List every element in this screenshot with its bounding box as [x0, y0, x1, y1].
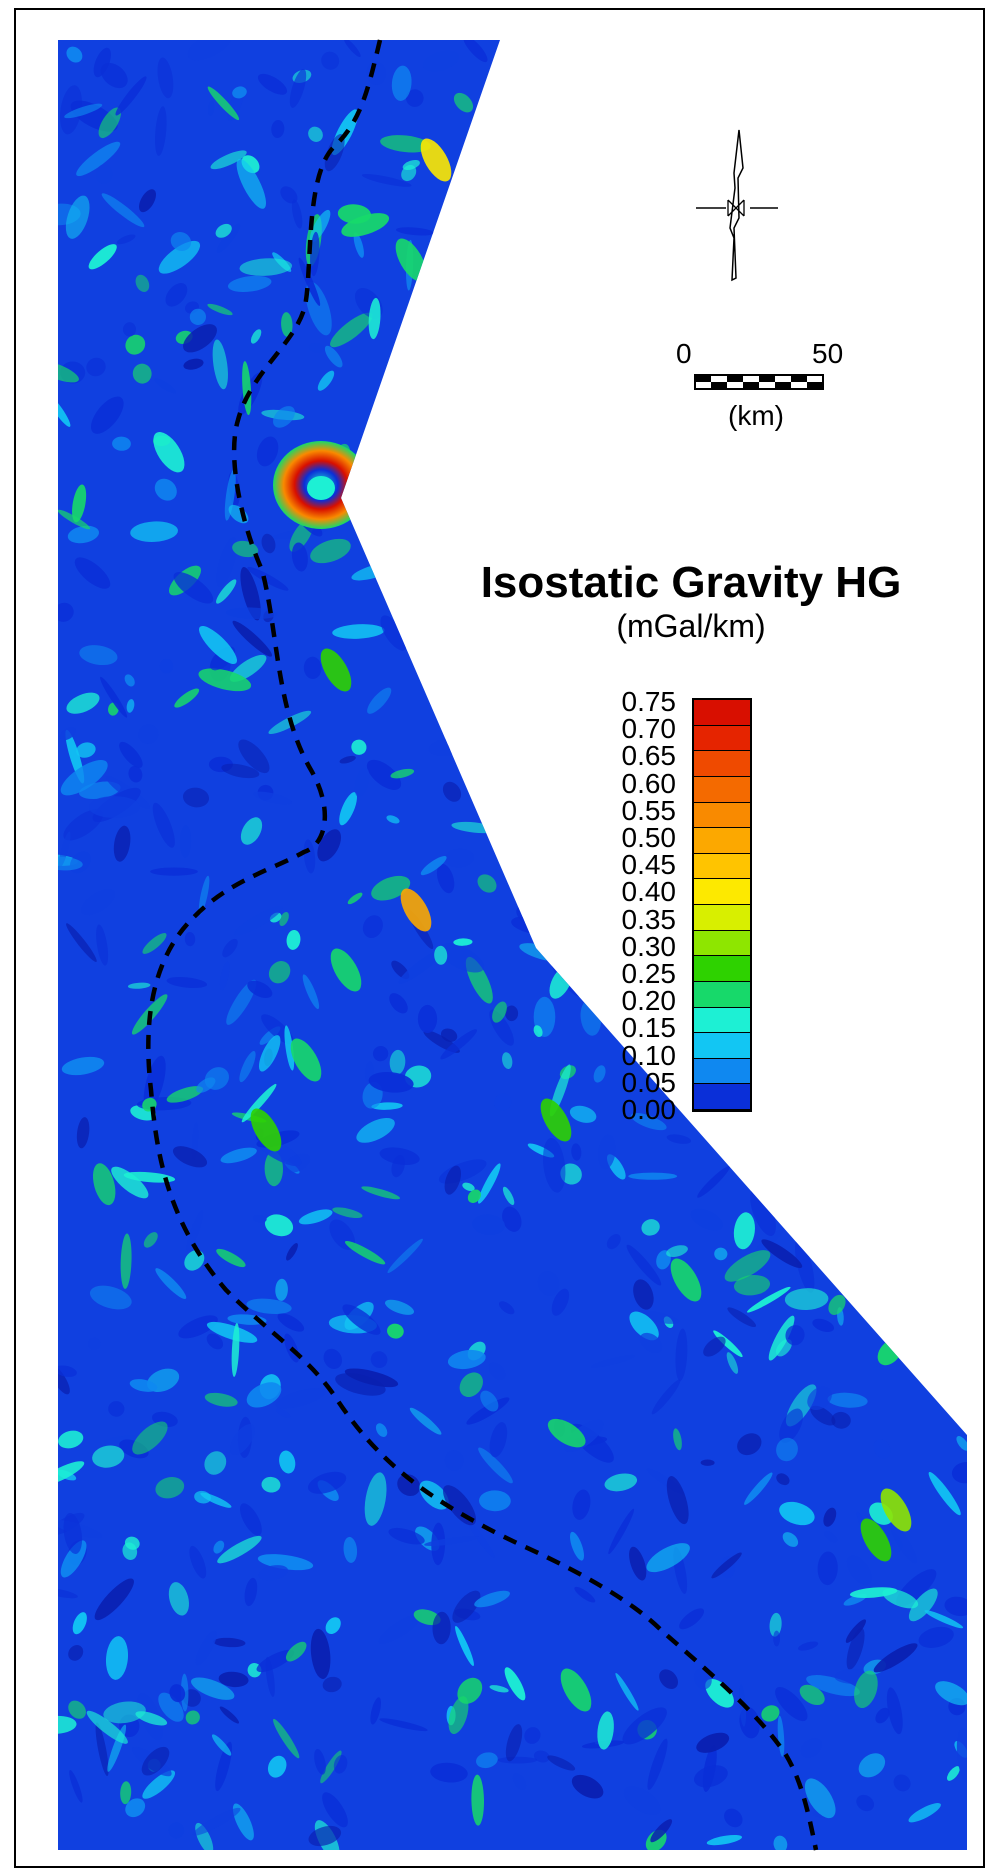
- legend-tick-label: 0.10: [621, 1039, 677, 1071]
- legend-tick-label: 0.05: [621, 1066, 677, 1098]
- colorbar-segment: [694, 1007, 750, 1034]
- legend-colorbar: [692, 698, 752, 1112]
- colorbar-segment: [694, 879, 750, 905]
- scale-bar-max-label: 50: [812, 338, 844, 369]
- colorbar-segment: [694, 802, 750, 829]
- legend-tick-label: 0.65: [621, 740, 677, 772]
- legend-tick-label: 0.60: [621, 767, 677, 799]
- scale-bar-min-label: 0: [676, 338, 692, 369]
- legend-units: (mGal/km): [616, 608, 766, 644]
- north-arrow-icon: [696, 129, 778, 282]
- colorbar-segment: [694, 776, 750, 803]
- colorbar-segment: [694, 725, 750, 752]
- dashed-boundary-line: [146, 39, 819, 1851]
- legend-tick-label: 0.45: [621, 849, 677, 881]
- legend-tick-label: 0.20: [621, 985, 677, 1017]
- legend-tick-label: 0.50: [621, 822, 677, 853]
- gravity-raster: [58, 40, 967, 1850]
- legend-tick-label: 0.35: [621, 903, 677, 935]
- legend-tick-label: 0.30: [621, 930, 677, 962]
- colorbar-segment: [694, 751, 750, 777]
- legend-tick-label: 0.15: [621, 1012, 677, 1044]
- colorbar-segment: [694, 1058, 750, 1085]
- colorbar-segment: [694, 1084, 750, 1110]
- map-frame: 0 50 (km) Isostatic Gravity HG (mGal/km)…: [14, 8, 985, 1868]
- gravity-map: [58, 39, 967, 1851]
- colorbar-segment: [694, 930, 750, 957]
- scale-bar-unit-label: (km): [728, 400, 784, 431]
- legend-tick-label: 0.40: [621, 876, 677, 908]
- legend-tick-label: 0.25: [621, 958, 677, 989]
- legend-tick-label: 0.75: [621, 686, 677, 717]
- ring-anomaly-core: [307, 476, 335, 500]
- colorbar-segment: [694, 956, 750, 982]
- legend-tick-label: 0.00: [621, 1094, 677, 1125]
- colorbar-segment: [694, 853, 750, 880]
- colorbar-segment: [694, 700, 750, 726]
- legend-tick-label: 0.70: [621, 713, 677, 745]
- legend-title: Isostatic Gravity HG: [480, 558, 902, 607]
- legend-tick-label: 0.55: [621, 794, 677, 826]
- colorbar-segment: [694, 981, 750, 1008]
- colorbar-segment: [694, 905, 750, 931]
- scale-bar-graphic: [694, 374, 824, 390]
- colorbar-segment: [694, 1033, 750, 1059]
- colorbar-segment: [694, 828, 750, 854]
